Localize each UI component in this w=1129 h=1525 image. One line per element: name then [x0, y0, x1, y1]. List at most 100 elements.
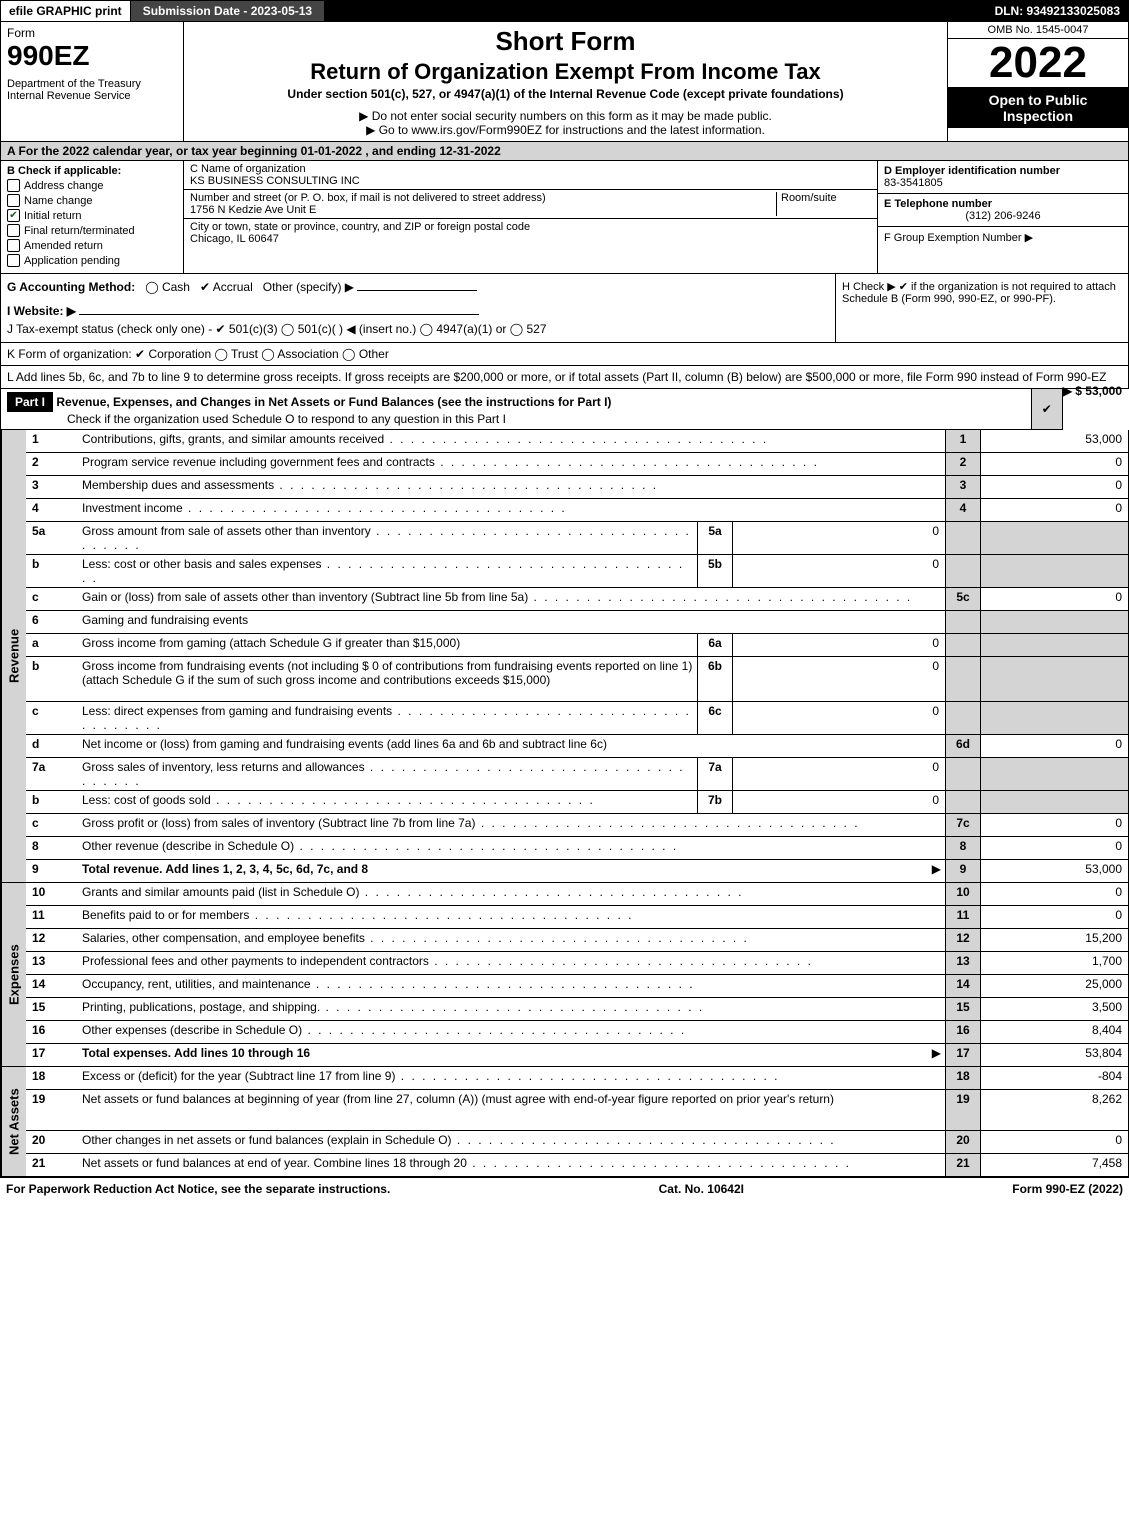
ein-label: D Employer identification number: [884, 165, 1122, 177]
line-no: 14: [26, 975, 78, 997]
line-desc: Investment income: [78, 499, 945, 521]
shaded-cell: [980, 758, 1128, 790]
col-c-org-info: C Name of organization KS BUSINESS CONSU…: [184, 161, 878, 273]
g-accrual[interactable]: Accrual: [213, 280, 253, 294]
form-number: 990EZ: [7, 40, 177, 72]
g-cash[interactable]: Cash: [162, 280, 190, 294]
omb-number: OMB No. 1545-0047: [948, 22, 1128, 39]
shaded-cell: [980, 555, 1128, 587]
check-amended-return[interactable]: Amended return: [7, 239, 177, 252]
expenses-section: Expenses 10Grants and similar amounts pa…: [0, 883, 1129, 1067]
sub-label: 7a: [697, 758, 732, 790]
sub-val: 0: [732, 758, 945, 790]
line-num: 3: [945, 476, 980, 498]
page-footer: For Paperwork Reduction Act Notice, see …: [0, 1177, 1129, 1200]
line-val: -804: [980, 1067, 1128, 1089]
title-return: Return of Organization Exempt From Incom…: [188, 59, 943, 85]
line-no: c: [26, 814, 78, 836]
line-no: 4: [26, 499, 78, 521]
check-application-pending[interactable]: Application pending: [7, 254, 177, 267]
line-no: 11: [26, 906, 78, 928]
line-val: 8,404: [980, 1021, 1128, 1043]
line-desc: Membership dues and assessments: [78, 476, 945, 498]
line-desc: Other changes in net assets or fund bala…: [78, 1131, 945, 1153]
line-num: 20: [945, 1131, 980, 1153]
line-val: 3,500: [980, 998, 1128, 1020]
check-name-change[interactable]: Name change: [7, 194, 177, 207]
col-def: D Employer identification number 83-3541…: [878, 161, 1128, 273]
line-val: 0: [980, 1131, 1128, 1153]
g-other[interactable]: Other (specify) ▶: [263, 280, 354, 294]
line-num: 16: [945, 1021, 980, 1043]
checkbox-icon: [7, 239, 20, 252]
row-g-accounting: G Accounting Method: ◯ Cash ✔ Accrual Ot…: [1, 274, 835, 342]
phone-label: E Telephone number: [884, 198, 1122, 210]
line-no: 2: [26, 453, 78, 475]
line-val: 0: [980, 499, 1128, 521]
line-num: 17: [945, 1044, 980, 1066]
row-j-tax-exempt: J Tax-exempt status (check only one) - ✔…: [7, 322, 829, 336]
section-bcdef: B Check if applicable: Address change Na…: [0, 161, 1129, 274]
line-no: 7a: [26, 758, 78, 790]
shaded-cell: [945, 702, 980, 734]
sub-val: 0: [732, 522, 945, 554]
line-desc: Gross profit or (loss) from sales of inv…: [78, 814, 945, 836]
part1-check-icon[interactable]: ✔: [1031, 389, 1062, 429]
form-header: Form 990EZ Department of the Treasury In…: [0, 22, 1129, 142]
sub-val: 0: [732, 657, 945, 701]
title-short-form: Short Form: [188, 26, 943, 57]
line-desc: Net assets or fund balances at end of ye…: [78, 1154, 945, 1176]
shaded-cell: [945, 758, 980, 790]
line-num: 13: [945, 952, 980, 974]
line-num: 7c: [945, 814, 980, 836]
sub-val: 0: [732, 555, 945, 587]
shaded-cell: [945, 634, 980, 656]
line-no: c: [26, 702, 78, 734]
checkbox-icon: [7, 194, 20, 207]
line-num: 18: [945, 1067, 980, 1089]
efile-print-label[interactable]: efile GRAPHIC print: [1, 1, 131, 21]
submission-date: Submission Date - 2023-05-13: [131, 1, 324, 21]
addr-label: Number and street (or P. O. box, if mail…: [190, 192, 776, 204]
line-no: 3: [26, 476, 78, 498]
line-desc: Less: cost or other basis and sales expe…: [78, 555, 697, 587]
row-i-website: I Website: ▶: [7, 304, 76, 318]
shaded-cell: [945, 555, 980, 587]
line-num: 5c: [945, 588, 980, 610]
group-exemption-label: F Group Exemption Number ▶: [884, 231, 1122, 244]
check-label: Amended return: [24, 240, 103, 252]
line-no: 1: [26, 430, 78, 452]
line-num: 6d: [945, 735, 980, 757]
checkbox-icon: [7, 209, 20, 222]
sub-label: 7b: [697, 791, 732, 813]
line-no: 19: [26, 1090, 78, 1130]
line-val: 53,804: [980, 1044, 1128, 1066]
sub-label: 5a: [697, 522, 732, 554]
checkbox-icon: [7, 224, 20, 237]
top-bar: efile GRAPHIC print Submission Date - 20…: [0, 0, 1129, 22]
footer-right: Form 990-EZ (2022): [1012, 1182, 1123, 1196]
sub-label: 6a: [697, 634, 732, 656]
goto-link[interactable]: ▶ Go to www.irs.gov/Form990EZ for instru…: [188, 123, 943, 137]
checkbox-icon: [7, 179, 20, 192]
form-word: Form: [7, 26, 177, 40]
dln-label: DLN: 93492133025083: [987, 1, 1128, 21]
line-val: 0: [980, 837, 1128, 859]
shaded-cell: [980, 657, 1128, 701]
row-l-text: L Add lines 5b, 6c, and 7b to line 9 to …: [7, 370, 1106, 384]
shaded-cell: [980, 702, 1128, 734]
check-final-return[interactable]: Final return/terminated: [7, 224, 177, 237]
row-l-gross-receipts: L Add lines 5b, 6c, and 7b to line 9 to …: [0, 366, 1129, 389]
line-no: b: [26, 791, 78, 813]
check-label: Final return/terminated: [24, 225, 135, 237]
line-val: 53,000: [980, 430, 1128, 452]
header-right: OMB No. 1545-0047 2022 Open to Public In…: [948, 22, 1128, 141]
line-num: 15: [945, 998, 980, 1020]
warn-text: ▶ Do not enter social security numbers o…: [188, 109, 943, 123]
check-address-change[interactable]: Address change: [7, 179, 177, 192]
check-initial-return[interactable]: Initial return: [7, 209, 177, 222]
line-val: 1,700: [980, 952, 1128, 974]
col-b-title: B Check if applicable:: [7, 165, 177, 177]
check-label: Name change: [24, 195, 93, 207]
room-suite-label: Room/suite: [776, 192, 871, 216]
